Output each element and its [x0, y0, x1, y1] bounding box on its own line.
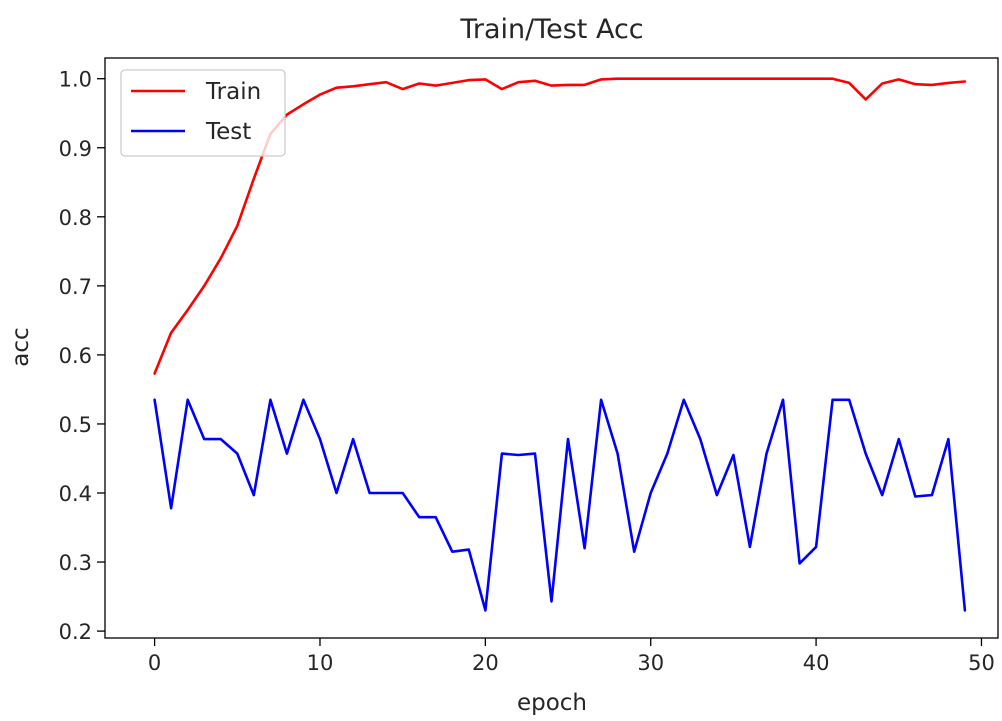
x-tick-label: 0 [148, 651, 161, 675]
x-tick-label: 20 [472, 651, 499, 675]
x-tick-label: 40 [803, 651, 830, 675]
x-axis: 0 10 20 30 40 50 [148, 638, 995, 675]
x-tick-label: 30 [637, 651, 664, 675]
y-tick-label: 0.6 [59, 344, 92, 368]
y-axis-label: acc [8, 327, 34, 366]
y-tick-label: 0.5 [59, 413, 92, 437]
plot-frame [104, 57, 999, 639]
series-layer [153, 77, 967, 612]
y-tick-label: 0.8 [59, 206, 92, 230]
series-line-test [153, 398, 967, 612]
y-tick-label: 0.4 [59, 482, 92, 506]
legend-label-test: Test [205, 119, 251, 145]
x-tick-label: 50 [968, 651, 995, 675]
x-axis-label: epoch [517, 690, 587, 716]
y-tick-label: 1.0 [59, 68, 92, 92]
y-tick-label: 0.3 [59, 551, 92, 575]
legend-label-train: Train [205, 79, 261, 105]
y-tick-label: 0.9 [59, 137, 92, 161]
y-tick-label: 0.2 [59, 620, 92, 644]
legend: Train Test [120, 69, 286, 157]
series-line-train [153, 77, 967, 375]
x-tick-label: 10 [307, 651, 334, 675]
y-axis: 0.2 0.3 0.4 0.5 0.6 0.7 0.8 0.9 1.0 [59, 68, 105, 644]
y-tick-label: 0.7 [59, 275, 92, 299]
chart-title: Train/Test Acc [459, 14, 643, 45]
